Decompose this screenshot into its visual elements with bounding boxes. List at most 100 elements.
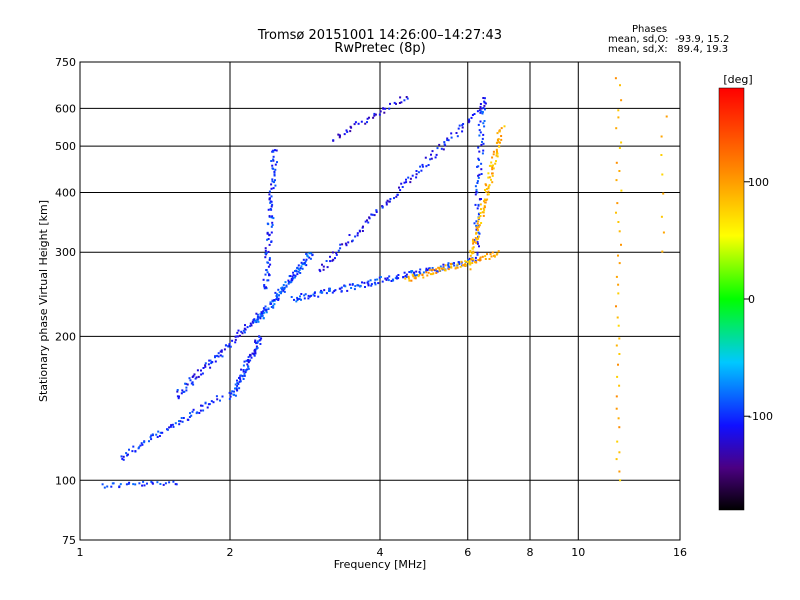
data-point: [424, 156, 427, 159]
x-tick-label: 16: [673, 546, 687, 559]
data-point: [110, 485, 113, 488]
data-point: [249, 359, 252, 362]
data-point: [476, 251, 479, 254]
data-point: [247, 367, 250, 370]
data-point: [491, 172, 494, 175]
data-point: [235, 387, 238, 390]
data-point: [262, 307, 265, 310]
data-point: [353, 123, 356, 126]
data-point: [313, 292, 316, 295]
x-axis-label: Frequency [MHz]: [334, 558, 426, 571]
data-point: [615, 127, 618, 130]
data-point: [295, 270, 298, 273]
data-point: [220, 350, 223, 353]
data-point: [277, 299, 280, 301]
data-point: [268, 215, 271, 218]
data-point: [456, 135, 459, 138]
colorbar-tick-label: -100: [748, 410, 773, 423]
data-point: [438, 269, 441, 272]
data-point: [322, 268, 325, 271]
data-point: [287, 282, 290, 285]
data-point: [468, 118, 470, 121]
x-tick-label: 2: [227, 546, 234, 559]
data-point: [480, 110, 483, 113]
data-point: [367, 283, 370, 286]
data-point: [321, 291, 324, 294]
data-point: [661, 250, 664, 253]
data-point: [475, 188, 478, 191]
data-point: [395, 102, 397, 105]
x-tick-label: 4: [377, 546, 384, 559]
data-point: [301, 267, 304, 270]
data-point: [455, 266, 458, 269]
data-point: [325, 292, 328, 295]
data-point: [282, 288, 285, 290]
data-point: [345, 244, 348, 247]
data-point: [234, 338, 237, 341]
data-point: [264, 273, 267, 276]
data-point: [297, 264, 300, 267]
y-tick-label: 100: [55, 474, 76, 487]
data-point: [487, 172, 490, 175]
data-point: [284, 281, 287, 284]
data-point: [209, 366, 212, 369]
data-point: [493, 255, 496, 258]
data-point: [331, 291, 334, 294]
data-point: [307, 294, 310, 297]
data-point: [469, 251, 472, 254]
data-point: [415, 173, 418, 176]
data-point: [299, 267, 302, 270]
data-point: [442, 263, 445, 266]
data-point: [287, 279, 290, 282]
data-point: [344, 242, 347, 245]
data-point: [620, 189, 623, 192]
data-point: [500, 138, 503, 141]
data-point: [450, 132, 453, 135]
data-point: [413, 271, 415, 274]
data-point: [257, 317, 260, 320]
data-point: [106, 485, 109, 488]
y-tick-label: 400: [55, 186, 76, 199]
data-point: [159, 483, 162, 485]
data-point: [398, 102, 401, 104]
data-point: [481, 152, 484, 155]
data-point: [192, 383, 195, 386]
data-point: [131, 450, 134, 453]
data-point: [443, 141, 446, 144]
data-point: [409, 181, 412, 184]
data-point: [618, 170, 621, 172]
data-point: [291, 275, 294, 278]
data-point: [437, 266, 440, 269]
data-point: [171, 423, 174, 426]
y-axis-ticks: 75 100 200 300 400 500 600 750: [55, 56, 76, 547]
data-point: [300, 261, 303, 264]
data-point: [243, 360, 246, 363]
data-point: [461, 126, 464, 129]
data-point: [172, 480, 175, 483]
data-point: [274, 168, 277, 171]
data-point: [335, 253, 338, 256]
data-point: [186, 418, 189, 421]
data-point: [311, 253, 314, 256]
data-point: [435, 271, 438, 274]
data-point: [340, 290, 343, 293]
data-point: [497, 250, 500, 253]
data-point: [270, 200, 273, 203]
data-point: [617, 254, 619, 257]
data-point: [481, 140, 483, 143]
data-point: [275, 298, 278, 301]
data-point: [500, 135, 503, 137]
data-point: [258, 339, 261, 342]
data-point: [390, 280, 393, 282]
data-point: [450, 266, 453, 269]
data-point: [237, 383, 240, 385]
data-point: [487, 185, 490, 188]
data-point: [194, 377, 197, 380]
data-point: [268, 257, 271, 260]
data-point: [618, 262, 621, 265]
data-point: [618, 337, 621, 340]
data-point: [236, 389, 239, 392]
data-point: [190, 382, 193, 385]
data-point: [475, 190, 478, 193]
colorbar-tick-label: 0: [748, 293, 755, 306]
